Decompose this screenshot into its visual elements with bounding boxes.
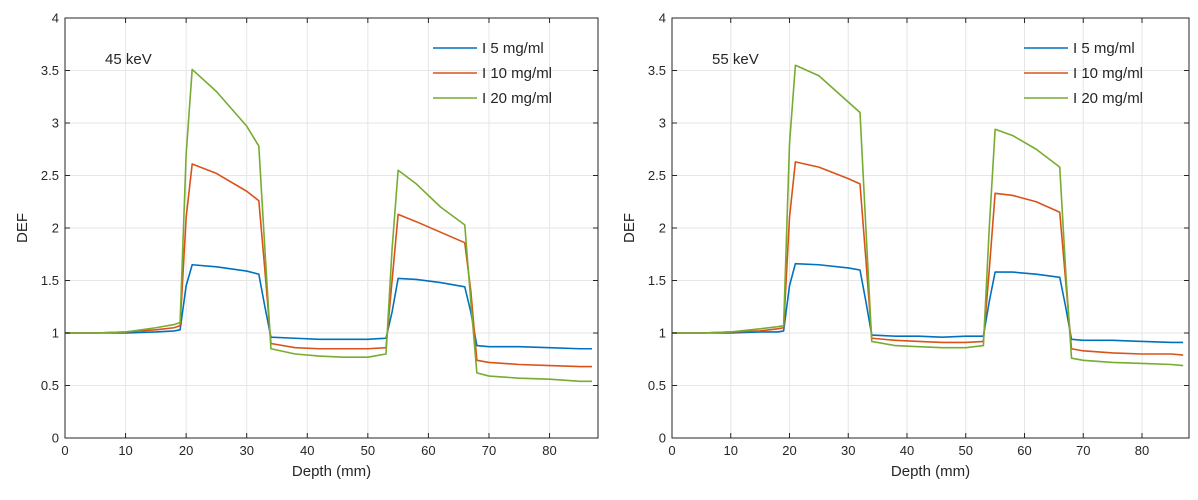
x-tick-label: 30 xyxy=(239,443,253,458)
x-tick-label: 20 xyxy=(782,443,796,458)
series-line-1 xyxy=(672,161,1184,356)
y-tick-label: 2 xyxy=(52,221,59,236)
legend-label-2: I 20 mg/ml xyxy=(1073,90,1143,107)
y-tick-label: 2.5 xyxy=(648,168,666,183)
chart-panel-55kev: 0 10 20 30 40 50 60 70 80 0 0.5 1 1.5 2 2.5 3 3.5 4 Depth … xyxy=(621,11,1190,480)
x-tick-label: 0 xyxy=(61,443,68,458)
y-axis-label: DEF xyxy=(14,213,31,243)
legend-label-2: I 20 mg/ml xyxy=(482,90,552,107)
x-tick-label: 0 xyxy=(668,443,675,458)
y-tick-label: 3.5 xyxy=(41,63,59,78)
x-tick-label: 20 xyxy=(179,443,193,458)
y-tick-label: 4 xyxy=(52,11,59,26)
legend-label-1: I 10 mg/ml xyxy=(482,65,552,82)
y-tick-label: 2.5 xyxy=(41,168,59,183)
x-tick-label: 80 xyxy=(542,443,556,458)
y-tick-label: 1 xyxy=(52,326,59,341)
legend-label-0: I 5 mg/ml xyxy=(482,40,544,57)
series-line-0 xyxy=(65,263,592,350)
x-tick-label: 30 xyxy=(841,443,855,458)
y-tick-label: 1 xyxy=(659,326,666,341)
y-tick-label: 1.5 xyxy=(41,273,59,288)
y-tick-label: 1.5 xyxy=(648,273,666,288)
y-tick-label: 0 xyxy=(52,431,59,446)
series-line-2 xyxy=(672,64,1184,367)
x-axis-label: Depth (mm) xyxy=(891,463,970,480)
x-axis-label: Depth (mm) xyxy=(292,463,371,480)
energy-annotation: 55 keV xyxy=(712,51,759,68)
x-tick-label: 60 xyxy=(421,443,435,458)
y-tick-label: 0.5 xyxy=(41,378,59,393)
x-tick-label: 10 xyxy=(724,443,738,458)
x-tick-label: 70 xyxy=(1076,443,1090,458)
y-tick-label: 4 xyxy=(659,11,666,26)
series-line-1 xyxy=(65,163,592,368)
energy-annotation: 45 keV xyxy=(105,51,152,68)
y-tick-label: 0 xyxy=(659,431,666,446)
y-tick-label: 3 xyxy=(52,116,59,131)
x-tick-label: 40 xyxy=(900,443,914,458)
legend-label-0: I 5 mg/ml xyxy=(1073,40,1135,57)
y-tick-label: 3.5 xyxy=(648,63,666,78)
x-tick-label: 10 xyxy=(118,443,132,458)
x-tick-label: 60 xyxy=(1017,443,1031,458)
y-tick-label: 2 xyxy=(659,221,666,236)
x-tick-label: 50 xyxy=(361,443,375,458)
x-tick-label: 80 xyxy=(1135,443,1149,458)
x-tick-label: 40 xyxy=(300,443,314,458)
x-tick-label: 50 xyxy=(959,443,973,458)
series-line-0 xyxy=(672,262,1184,344)
legend-label-1: I 10 mg/ml xyxy=(1073,65,1143,82)
x-tick-label: 70 xyxy=(482,443,496,458)
y-tick-label: 0.5 xyxy=(648,378,666,393)
series-line-2 xyxy=(65,68,592,383)
y-axis-label: DEF xyxy=(621,213,638,243)
y-tick-label: 3 xyxy=(659,116,666,131)
chart-panel-45kev: 0 10 20 30 40 50 60 70 80 0 0.5 1 1.5 2 2.5 3 3.5 4 Depth … xyxy=(14,11,599,480)
